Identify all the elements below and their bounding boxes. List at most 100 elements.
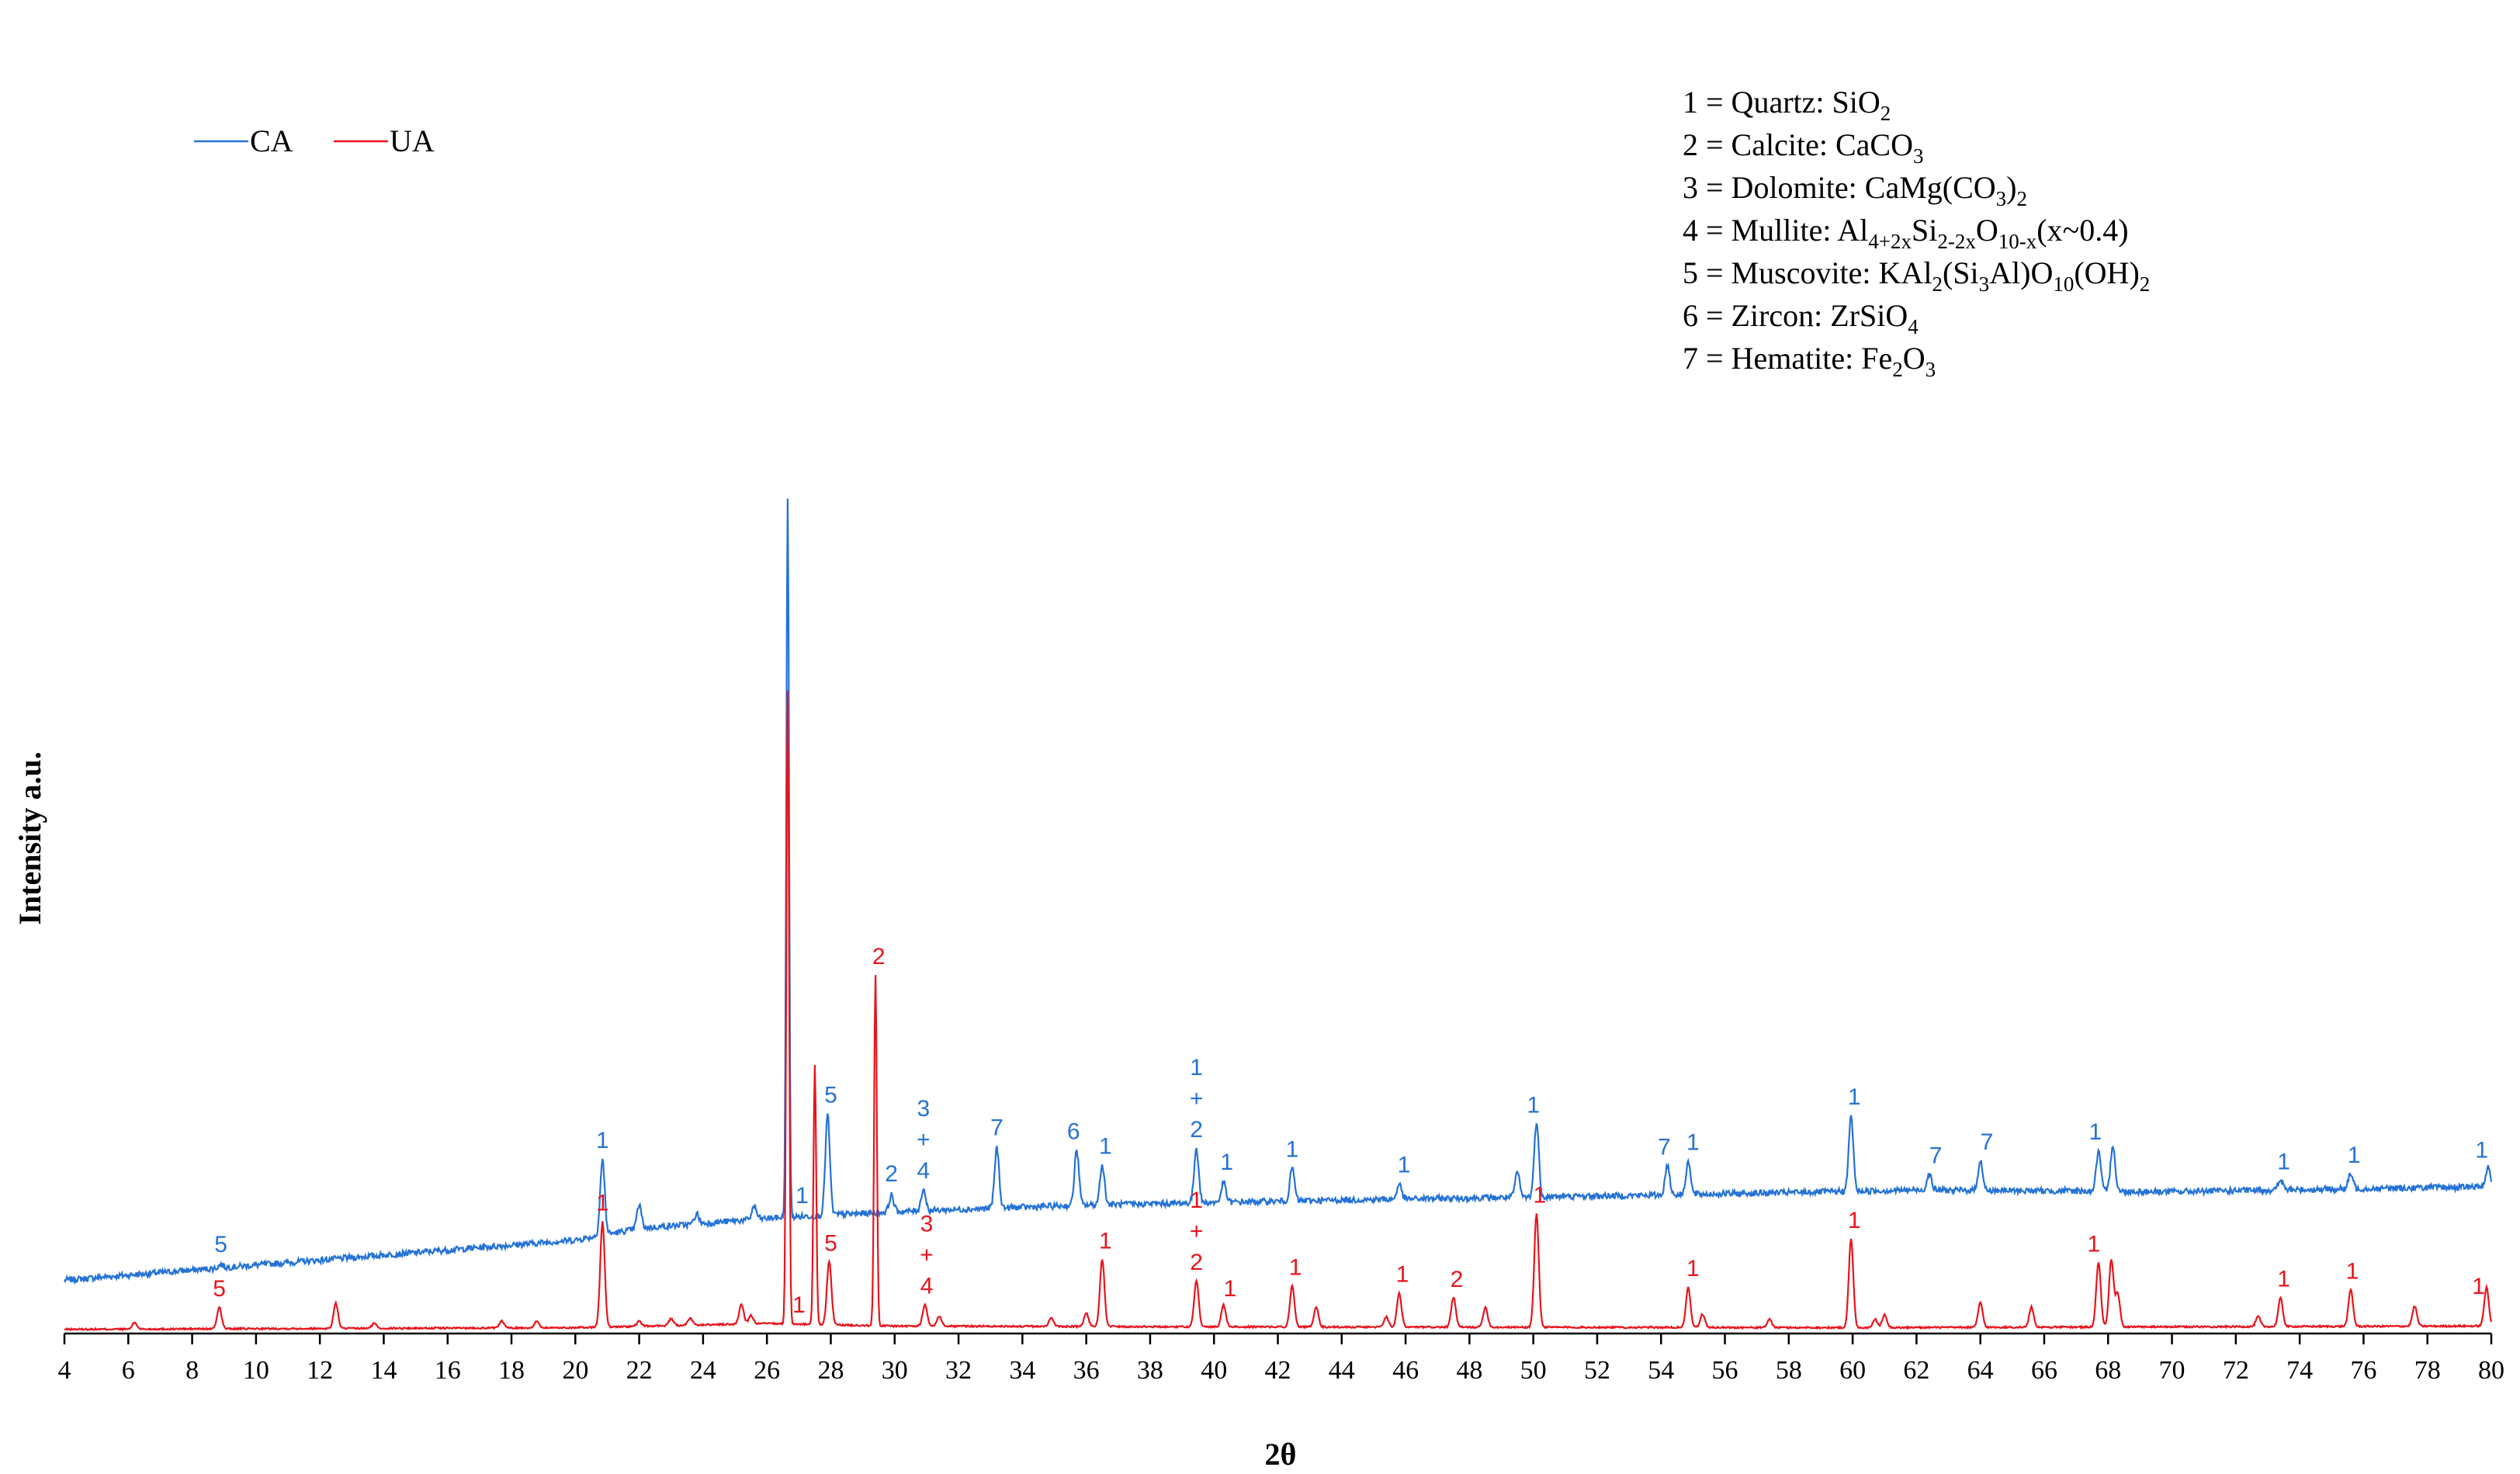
peak-label-ca: 1 bbox=[1527, 1092, 1540, 1118]
peak-label-ca: 2 bbox=[885, 1161, 898, 1187]
x-tick-label: 62 bbox=[1903, 1356, 1929, 1385]
peak-label-ua: 1 bbox=[792, 1292, 806, 1318]
x-tick-label: 20 bbox=[562, 1356, 588, 1385]
peak-label-ca: 6 bbox=[1067, 1119, 1080, 1145]
peak-label-ca: 5 bbox=[824, 1082, 837, 1108]
peak-label-ca: 7 bbox=[990, 1115, 1003, 1140]
x-tick-label: 38 bbox=[1137, 1356, 1163, 1385]
peak-label-ua: 1 bbox=[1686, 1256, 1700, 1282]
peak-label-ca: 7 bbox=[1658, 1134, 1671, 1160]
x-tick-label: 4 bbox=[58, 1356, 71, 1385]
x-tick-label: 12 bbox=[307, 1356, 333, 1385]
peak-label-ua: 3 +4 bbox=[920, 1212, 934, 1299]
peak-label-ca: 1 bbox=[1848, 1084, 1861, 1110]
peak-label-ua: 1 bbox=[1396, 1262, 1409, 1288]
x-tick-label: 46 bbox=[1392, 1356, 1419, 1385]
peak-label-ca: 1 bbox=[2348, 1143, 2361, 1168]
x-tick-label: 40 bbox=[1201, 1356, 1227, 1385]
phase-key-item: 4 = Mullite: Al4+2xSi2-2xO10-x(x~0.4) bbox=[1683, 213, 2129, 253]
x-tick-label: 32 bbox=[945, 1356, 972, 1385]
peak-label-ca: 7 bbox=[1981, 1129, 1994, 1155]
peak-label-ca: 1 bbox=[1099, 1133, 1112, 1159]
peak-label-ua: 2 bbox=[872, 944, 886, 969]
peak-label-ca: 1 bbox=[1398, 1152, 1411, 1177]
peak-label-ua: 5 bbox=[824, 1230, 837, 1256]
peak-label-ca: 1 bbox=[1220, 1150, 1233, 1175]
phase-key-item: 7 = Hematite: Fe2O3 bbox=[1683, 341, 1936, 381]
x-tick-label: 8 bbox=[185, 1356, 199, 1385]
phase-key-item: 6 = Zircon: ZrSiO4 bbox=[1683, 298, 1919, 338]
x-tick-label: 26 bbox=[754, 1356, 780, 1385]
series-line-ca bbox=[63, 498, 2493, 1285]
phase-key-item: 1 = Quartz: SiO2 bbox=[1683, 85, 1891, 125]
peak-label-ua: 1 bbox=[2472, 1274, 2485, 1299]
peak-label-ca: 7 bbox=[1929, 1143, 1943, 1169]
peak-label-ua: 5 bbox=[213, 1276, 226, 1302]
x-tick-label: 6 bbox=[122, 1356, 135, 1385]
x-tick-label: 54 bbox=[1648, 1356, 1674, 1385]
x-tick-label: 78 bbox=[2414, 1356, 2441, 1385]
peak-label-ua: 1 +2 bbox=[1190, 1188, 1204, 1275]
x-tick-label: 10 bbox=[243, 1356, 269, 1385]
x-tick-label: 34 bbox=[1009, 1356, 1035, 1385]
phase-key-item: 5 = Muscovite: KAl2(Si3Al)O10(OH)2 bbox=[1683, 255, 2150, 296]
peak-label-ua: 1 bbox=[2277, 1267, 2290, 1292]
x-tick-label: 18 bbox=[498, 1356, 525, 1385]
peak-label-ca: 1 bbox=[2088, 1119, 2102, 1145]
x-tick-label: 36 bbox=[1073, 1356, 1100, 1385]
x-tick-label: 68 bbox=[2095, 1356, 2121, 1385]
y-axis-title: Intensity a.u. bbox=[12, 751, 47, 924]
peak-label-ca: 1 bbox=[2475, 1137, 2488, 1163]
peak-label-ca: 1 bbox=[2277, 1150, 2290, 1175]
phase-key-item: 2 = Calcite: CaCO3 bbox=[1683, 127, 1923, 168]
peak-label-ca: 1 bbox=[1686, 1129, 1700, 1155]
x-tick-label: 48 bbox=[1456, 1356, 1482, 1385]
peak-label-ca: 5 bbox=[214, 1232, 227, 1257]
x-tick-label: 66 bbox=[2031, 1356, 2057, 1385]
peak-label-ca: 1 bbox=[796, 1183, 809, 1209]
x-tick-label: 16 bbox=[435, 1356, 461, 1385]
x-tick-label: 72 bbox=[2223, 1356, 2249, 1385]
x-tick-label: 24 bbox=[690, 1356, 716, 1385]
x-tick-label: 56 bbox=[1712, 1356, 1738, 1385]
x-tick-label: 80 bbox=[2478, 1356, 2504, 1385]
x-tick-label: 30 bbox=[882, 1356, 908, 1385]
legend-label-ca: CA bbox=[250, 123, 293, 158]
x-tick-label: 70 bbox=[2159, 1356, 2186, 1385]
series-layer bbox=[63, 498, 2493, 1332]
peak-label-ca: 1 +2 bbox=[1190, 1055, 1204, 1143]
x-axis: 4 6 8 10 12 14 16 18 20 22 24 26 28 30 32 34 36 38 40 42 44 4… bbox=[58, 1332, 2504, 1385]
phase-key-item: 3 = Dolomite: CaMg(CO3)2 bbox=[1683, 170, 2027, 210]
peak-label-ua: 1 bbox=[1289, 1254, 1302, 1280]
x-tick-label: 76 bbox=[2350, 1356, 2376, 1385]
peak-label-ca: 3 +4 bbox=[917, 1096, 931, 1184]
peak-label-ua: 1 bbox=[1099, 1229, 1112, 1254]
x-tick-label: 74 bbox=[2286, 1356, 2313, 1385]
x-tick-label: 50 bbox=[1520, 1356, 1547, 1385]
x-tick-label: 42 bbox=[1265, 1356, 1291, 1385]
legend-label-ua: UA bbox=[390, 123, 435, 158]
peak-label-ua: 1 bbox=[1848, 1208, 1861, 1233]
peak-label-ca: 1 bbox=[596, 1128, 609, 1153]
peak-label-ua: 1 bbox=[1223, 1276, 1236, 1302]
legend: CA UA bbox=[194, 123, 435, 158]
x-tick-label: 14 bbox=[370, 1356, 397, 1385]
series-line-ua bbox=[64, 690, 2493, 1332]
peak-label-ua: 1 bbox=[596, 1190, 609, 1216]
x-tick-label: 52 bbox=[1584, 1356, 1610, 1385]
x-tick-label: 60 bbox=[1839, 1356, 1866, 1385]
x-tick-label: 22 bbox=[626, 1356, 653, 1385]
peak-label-ua: 1 bbox=[1534, 1182, 1547, 1208]
x-tick-label: 44 bbox=[1329, 1356, 1355, 1385]
x-tick-label: 58 bbox=[1776, 1356, 1802, 1385]
x-tick-label: 28 bbox=[817, 1356, 844, 1385]
peak-label-ua: 1 bbox=[2346, 1259, 2359, 1285]
x-axis-title: 2θ bbox=[1265, 1437, 1297, 1472]
peak-label-ua: 1 bbox=[2087, 1232, 2100, 1257]
peak-label-ca: 1 bbox=[1286, 1136, 1299, 1162]
peak-label-ua: 2 bbox=[1451, 1267, 1464, 1292]
x-tick-label: 64 bbox=[1967, 1356, 1994, 1385]
